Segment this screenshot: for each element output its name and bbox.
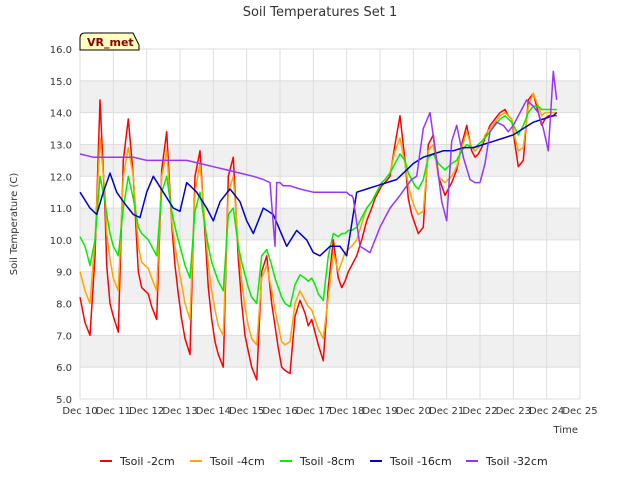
x-tick-label: Dec 21 xyxy=(429,406,464,417)
band xyxy=(80,208,580,240)
x-tick-label: Dec 17 xyxy=(296,406,331,417)
x-tick-label: Dec 14 xyxy=(196,406,231,417)
band xyxy=(80,80,580,113)
x-tick-label: Dec 13 xyxy=(162,406,197,417)
x-grid xyxy=(79,49,581,399)
legend-item-tsoil-4cm: Tsoil -4cm xyxy=(190,455,265,468)
y-tick-label: 9.0 xyxy=(56,268,72,279)
x-tick-label: Dec 10 xyxy=(62,406,97,417)
series-line-tsoil-32cm xyxy=(79,70,558,254)
legend-item-tsoil-16cm: Tsoil -16cm xyxy=(370,455,452,468)
vr-met-badge: VR_met xyxy=(79,32,140,51)
band xyxy=(80,335,580,368)
x-tick-label: Dec 23 xyxy=(496,406,531,417)
badge-label: VR_met xyxy=(87,36,134,49)
badge-background xyxy=(79,32,140,51)
y-tick-label: 13.0 xyxy=(50,140,72,151)
y-tick-label: 5.0 xyxy=(56,395,72,406)
legend-item-tsoil-8cm: Tsoil -8cm xyxy=(280,455,355,468)
x-tick-label: Dec 25 xyxy=(562,406,597,417)
y-tick-label: 7.0 xyxy=(56,331,72,342)
series-line-tsoil-4cm xyxy=(79,92,557,346)
y-tick-label: 16.0 xyxy=(50,45,72,56)
y-tick-label: 8.0 xyxy=(56,300,72,311)
chart-title: Soil Temperatures Set 1 xyxy=(243,5,398,20)
x-tick-label: Dec 15 xyxy=(229,406,264,417)
x-tick-label: Dec 11 xyxy=(96,406,131,417)
x-tick-label: Dec 20 xyxy=(396,406,431,417)
x-axis-label: Time xyxy=(553,425,578,436)
legend-item-tsoil-32cm: Tsoil -32cm xyxy=(466,455,548,468)
legend-label: Tsoil -2cm xyxy=(119,455,175,468)
x-tick-label: Dec 22 xyxy=(462,406,497,417)
legend-label: Tsoil -16cm xyxy=(389,455,452,468)
y-tick-label: 12.0 xyxy=(50,172,72,183)
legend-label: Tsoil -8cm xyxy=(299,455,355,468)
series-layer xyxy=(79,70,558,381)
x-tick-label: Dec 18 xyxy=(329,406,364,417)
series-line-tsoil-2cm xyxy=(79,92,557,381)
x-tick-label: Dec 12 xyxy=(129,406,164,417)
series-line-tsoil-16cm xyxy=(79,112,558,257)
legend-label: Tsoil -4cm xyxy=(209,455,265,468)
y-tick-label: 14.0 xyxy=(50,109,72,120)
x-tick-label: Dec 24 xyxy=(529,406,564,417)
legend-item-tsoil-2cm: Tsoil -2cm xyxy=(100,455,175,468)
legend-label: Tsoil -32cm xyxy=(485,455,548,468)
y-tick-label: 11.0 xyxy=(50,204,72,215)
y-tick-label: 6.0 xyxy=(56,363,72,374)
series-line-tsoil-8cm xyxy=(79,105,557,308)
y-tick-label: 10.0 xyxy=(50,236,72,247)
y-axis-label: Soil Temperature (C) xyxy=(9,173,20,276)
y-tick-labels: 5.0 6.0 7.0 8.0 9.0 10.0 11.0 12.0 13.0 14.0 15.0 1… xyxy=(50,45,72,406)
x-tick-label: Dec 19 xyxy=(362,406,397,417)
background-bands xyxy=(80,49,580,399)
y-tick-label: 15.0 xyxy=(50,77,72,88)
x-tick-label: Dec 16 xyxy=(262,406,297,417)
legend: Tsoil -2cm Tsoil -4cm Tsoil -8cm Tsoil -16c… xyxy=(100,455,548,468)
